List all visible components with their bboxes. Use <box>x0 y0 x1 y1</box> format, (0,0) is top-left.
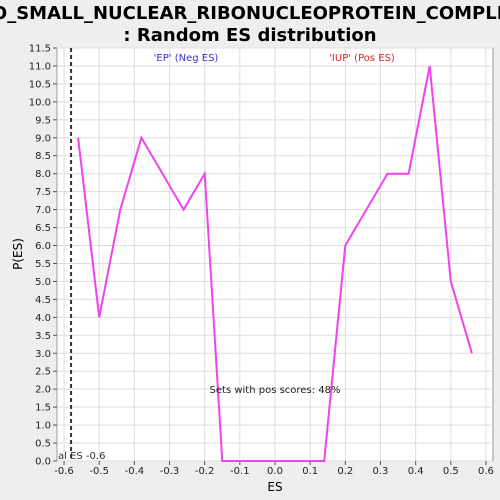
y-tick-label: 3.5 <box>35 331 51 342</box>
x-tick-label: 0.0 <box>267 466 283 477</box>
chart-title: GO_SMALL_NUCLEAR_RIBONUCLEOPROTEIN_COMPL… <box>0 3 500 24</box>
x-tick-label: -0.6 <box>54 466 74 477</box>
y-tick-label: 10.0 <box>29 97 51 108</box>
y-tick-label: 0.5 <box>35 439 51 450</box>
x-tick-label: -0.2 <box>195 466 215 477</box>
axis-ticks: -0.6 -0.5 -0.4 -0.3 -0.2 -0.1 0.0 0.1 0.2 0.3 0.4 0… <box>29 44 494 478</box>
y-tick-label: 1.5 <box>35 403 51 414</box>
y-axis-label: P(ES) <box>11 238 25 270</box>
y-tick-label: 3.0 <box>35 349 51 360</box>
actual-es-label: al ES -0.6 <box>58 451 105 462</box>
x-tick-label: 0.5 <box>443 466 459 477</box>
y-tick-label: 8.0 <box>35 169 51 180</box>
neg-es-label: 'EP' (Neg ES) <box>154 53 219 64</box>
pos-es-label: 'IUP' (Pos ES) <box>329 53 395 64</box>
y-tick-label: 11.5 <box>29 44 51 55</box>
y-tick-label: 5.0 <box>35 277 51 288</box>
y-tick-label: 2.5 <box>35 367 51 378</box>
grid-lines <box>57 47 493 462</box>
y-tick-label: 0.0 <box>35 457 51 468</box>
pos-scores-annotation: Sets with pos scores: 48% <box>210 385 341 396</box>
chart-subtitle: : Random ES distribution <box>123 25 376 46</box>
x-tick-label: -0.1 <box>230 466 250 477</box>
y-tick-label: 4.0 <box>35 313 51 324</box>
x-tick-label: -0.5 <box>89 466 109 477</box>
x-axis-label: ES <box>267 480 282 494</box>
y-tick-label: 8.5 <box>35 151 51 162</box>
x-tick-label: 0.1 <box>302 466 318 477</box>
x-tick-label: -0.4 <box>125 466 145 477</box>
series-line <box>77 65 473 462</box>
x-tick-label: 0.6 <box>478 466 494 477</box>
y-tick-label: 2.0 <box>35 385 51 396</box>
x-tick-label: 0.2 <box>337 466 353 477</box>
x-tick-label: -0.3 <box>160 466 180 477</box>
y-tick-label: 7.0 <box>35 205 51 216</box>
x-tick-label: 0.4 <box>408 466 424 477</box>
y-tick-label: 6.5 <box>35 223 51 234</box>
y-tick-label: 9.0 <box>35 133 51 144</box>
y-tick-label: 11.0 <box>29 61 51 72</box>
y-tick-label: 9.5 <box>35 115 51 126</box>
y-tick-label: 1.0 <box>35 421 51 432</box>
y-tick-label: 7.5 <box>35 187 51 198</box>
x-tick-label: 0.3 <box>373 466 389 477</box>
y-tick-label: 6.0 <box>35 241 51 252</box>
y-tick-label: 4.5 <box>35 295 51 306</box>
series-layer <box>70 48 473 462</box>
y-tick-label: 5.5 <box>35 259 51 270</box>
y-tick-label: 10.5 <box>29 79 51 90</box>
